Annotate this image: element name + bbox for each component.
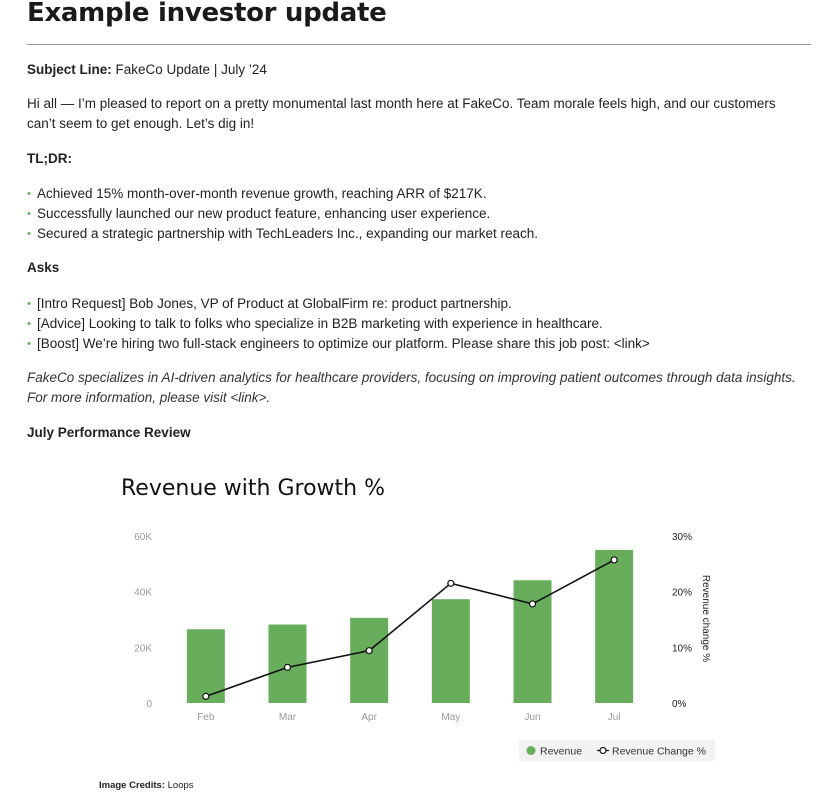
revenue-change-point — [528, 600, 537, 608]
asks-list: [Intro Request] Bob Jones, VP of Product… — [27, 294, 650, 354]
revenue-bar — [186, 629, 225, 703]
x-tick-label: Apr — [361, 712, 377, 723]
revenue-bar — [431, 599, 470, 703]
title-divider — [27, 44, 811, 45]
revenue-bar — [350, 617, 389, 703]
page-title: Example investor update — [27, 0, 387, 28]
list-item: [Intro Request] Bob Jones, VP of Product… — [27, 294, 650, 314]
y-left-tick-label: 20K — [134, 643, 152, 654]
legend-revenue-label: Revenue — [540, 746, 582, 758]
revenue-change-line — [205, 559, 615, 698]
y-left-tick-label: 40K — [134, 588, 152, 599]
y-right-tick-label: 30% — [672, 532, 692, 543]
list-item: Achieved 15% month-over-month revenue gr… — [27, 184, 538, 204]
y-left-tick-label: 60K — [134, 532, 152, 543]
revenue-change-point — [202, 692, 210, 700]
y-right-tick-label: 0% — [672, 699, 687, 710]
list-item: Secured a strategic partnership with Tec… — [27, 224, 538, 244]
x-tick-label: Mar — [279, 712, 297, 723]
performance-heading: July Performance Review — [27, 425, 191, 440]
x-tick-label: May — [441, 712, 460, 723]
revenue-bar — [268, 624, 307, 703]
legend-line-marker — [599, 746, 607, 755]
credit-label: Image Credits: — [99, 780, 165, 791]
y-right-tick-label: 20% — [672, 588, 692, 599]
legend-change-label: Revenue Change % — [612, 746, 706, 758]
chart-title: Revenue with Growth % — [121, 476, 385, 501]
company-blurb: FakeCo specializes in AI-driven analytic… — [27, 370, 796, 405]
revenue-change-point — [283, 663, 292, 671]
revenue-change-point — [365, 647, 373, 655]
y-right-axis-label: Revenue change % — [700, 575, 711, 662]
subject-line: Subject Line: FakeCo Update | July ’24 — [27, 60, 267, 80]
chart-legend — [519, 740, 715, 761]
x-tick-label: Feb — [197, 712, 215, 723]
credit-value: Loops — [165, 780, 194, 791]
y-right-tick-label: 10% — [672, 643, 692, 654]
y-left-tick-label: 0 — [146, 699, 152, 710]
x-tick-label: Jun — [524, 712, 540, 723]
intro-paragraph: Hi all — I’m pleased to report on a pret… — [27, 96, 776, 131]
list-item: [Advice] Looking to talk to folks who sp… — [27, 314, 650, 334]
subject-value: FakeCo Update | July ’24 — [111, 62, 267, 77]
revenue-change-point — [447, 579, 455, 587]
tldr-list: Achieved 15% month-over-month revenue gr… — [27, 184, 538, 244]
image-credit: Image Credits: Loops — [99, 780, 194, 791]
revenue-bar — [513, 580, 552, 703]
list-item: [Boost] We’re hiring two full-stack engi… — [27, 334, 650, 354]
tldr-heading: TL;DR: — [27, 151, 72, 166]
revenue-change-point — [610, 556, 618, 564]
subject-label: Subject Line: — [27, 62, 112, 77]
list-item: Successfully launched our new product fe… — [27, 204, 538, 224]
revenue-bar — [595, 549, 634, 703]
legend-revenue-swatch — [526, 746, 536, 755]
x-tick-label: Jul — [608, 712, 621, 723]
asks-heading: Asks — [27, 260, 60, 275]
